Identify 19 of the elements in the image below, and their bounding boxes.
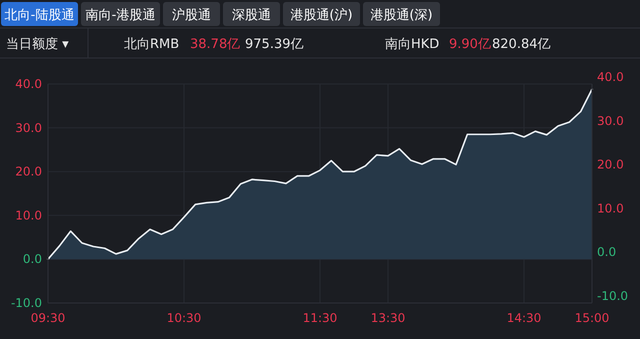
y-tick-label: 20.0 [15,164,42,179]
y2-tick-label: 30.0 [597,114,624,128]
y-tick-label: 10.0 [15,208,42,222]
y-tick-label: 30.0 [15,120,42,135]
x-tick-label: 13:30 [370,311,406,325]
x-tick-label: 11:30 [302,311,338,325]
y-tick-label: 40.0 [15,77,42,91]
y2-tick-label: 20.0 [597,158,624,172]
x-tick-label: 15:00 [574,311,610,325]
x-tick-label: 09:30 [30,311,66,325]
header: 北向-陆股通 南向-港股通 沪股通 深股通 港股通(沪) 港股通(深) 当日额度 ▾ 北向RMB 38.78亿 975.39亿 南向HKD 9.90亿820.84亿 [1,2,550,52]
x-tick-label: 14:30 [506,311,542,325]
y2-tick-label: 40.0 [597,70,624,84]
x-tick-label: 10:30 [166,311,202,325]
y-tick-label: -10.0 [10,296,42,310]
y2-tick-label: -10.0 [597,289,628,303]
y-tick-label: 0.0 [22,252,42,266]
y2-tick-label: 10.0 [597,201,624,216]
y2-tick-label: 0.0 [597,245,616,260]
